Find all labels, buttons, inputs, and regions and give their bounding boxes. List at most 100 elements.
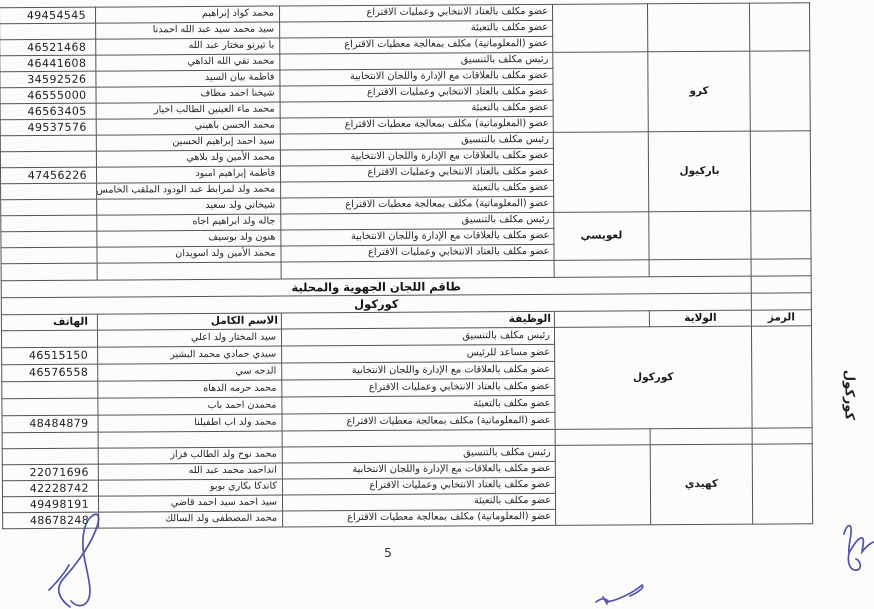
position-cell: عضو (المعلوماتية) مكلف بمعالجة معطيات ال… — [280, 116, 554, 135]
position-cell: عضو (المعلوماتية) مكلف بمعالجة معطيات ال… — [281, 412, 556, 432]
phone-cell — [2, 432, 99, 449]
region-b-cell — [648, 211, 752, 260]
name-cell: فاطمة إبراهيم امبود — [96, 166, 281, 184]
code-cell — [750, 210, 812, 260]
name-cell: با تيرنو مختار عبد الله — [95, 38, 280, 56]
region-b-cell — [649, 259, 752, 277]
region-b-cell — [650, 428, 753, 445]
name-cell: محمد الحسن باهيني — [96, 118, 281, 136]
region-b-cell: كرو — [647, 51, 751, 132]
phone-cell: 49498191 — [2, 496, 99, 513]
position-cell — [282, 429, 556, 448]
position-cell: رئيس مكلف بالتنسيق — [280, 212, 554, 231]
phone-cell — [1, 263, 98, 281]
code-cell — [750, 130, 811, 212]
position-cell: عضو مكلف بالتعبئة — [280, 180, 554, 199]
position-cell: عضو مكلف بالعتاد الانتخابي وعمليات الاقت… — [279, 84, 554, 103]
name-cell — [98, 431, 283, 449]
name-cell: محمدن احمد باب — [97, 397, 282, 416]
phone-cell: 48678248 — [2, 512, 99, 529]
scan-skew-wrapper: 49454545 محمد كواد إبراهيم عضو مكلف بالع… — [0, 2, 813, 529]
position-cell: عضو مكلف بالعلاقات مع الإدارة واللجان ال… — [279, 68, 553, 87]
region-a-cell — [552, 3, 648, 53]
position-cell: عضو مكلف بالعتاد الانتخابي وعمليات الاقت… — [282, 477, 556, 496]
code-cell — [749, 50, 811, 132]
header-phone: الهاتف — [1, 314, 98, 331]
phone-cell — [0, 183, 97, 200]
code-cell — [751, 258, 812, 277]
committees-table: 49454545 محمد كواد إبراهيم عضو مكلف بالع… — [0, 2, 813, 529]
name-cell: الدحه سي — [97, 363, 282, 382]
page-number: 5 — [384, 545, 392, 560]
name-cell: محمد كواد إبراهيم — [95, 6, 280, 24]
name-cell: سيد محمد سيد عبد الله احمدنا — [95, 22, 280, 40]
phone-cell — [1, 381, 98, 399]
name-cell: محمد المصطفى ولد السالك — [98, 511, 283, 529]
phone-cell: 49537576 — [0, 119, 97, 136]
header-full-name: الاسم الكامل — [97, 313, 282, 331]
position-cell: عضو مكلف بالعتاد الانتخابي وعمليات الاقت… — [280, 164, 554, 183]
phone-cell: 46515150 — [1, 347, 98, 365]
region-a-cell — [555, 444, 651, 526]
position-cell: عضو مكلف بالتعبئة — [280, 100, 554, 119]
position-cell: عضو مكلف بالعلاقات مع الإدارة واللجان ال… — [280, 228, 554, 247]
header-position: الوظيفة — [281, 311, 555, 330]
position-cell: رئيس مكلف بالتنسيق — [282, 445, 556, 464]
phone-cell: 46441608 — [0, 55, 96, 72]
position-cell: عضو مكلف بالتعبئة — [282, 493, 556, 512]
name-cell: شيخنا احمد مطاف — [95, 86, 281, 104]
name-cell: محمد الأمين ولد بلاهي — [96, 150, 281, 168]
phone-cell: 42228742 — [2, 480, 99, 497]
tick-ink — [595, 583, 644, 605]
position-cell: عضو مكلف بالعلاقات مع الإدارة واللجان ال… — [280, 148, 554, 167]
position-cell: عضو (المعلوماتية) مكلف بمعالجة معطيات ال… — [279, 36, 553, 55]
name-cell: سيد المختار ولد اعلي — [97, 329, 282, 348]
position-cell: رئيس مكلف بالتنسيق — [279, 52, 553, 71]
phone-cell — [0, 135, 97, 152]
code-cell — [751, 275, 812, 294]
initial-ink — [843, 524, 874, 571]
position-cell: عضو مكلف بالعلاقات مع الإدارة واللجان ال… — [282, 461, 556, 480]
phone-cell: 48484879 — [1, 415, 99, 433]
name-cell: جاله ولد ابراهيم اجاه — [96, 214, 281, 232]
phone-cell: 46576558 — [1, 364, 98, 382]
position-cell: عضو مكلف بالعتاد الانتخابي وعمليات الاقت… — [280, 244, 555, 263]
code-cell — [749, 2, 810, 52]
region-a-cell — [552, 51, 649, 133]
name-cell: محمد ماء العينين الطالب اخيار — [96, 102, 281, 120]
header-empty-cell — [554, 310, 650, 328]
position-cell: عضو مكلف بالتعبئة — [281, 395, 555, 415]
phone-cell: 46563405 — [0, 103, 97, 120]
code-cell — [751, 325, 813, 429]
phone-cell — [0, 23, 96, 40]
name-cell: فاطمة بيان السيد — [95, 70, 280, 88]
phone-cell — [0, 199, 97, 216]
region-cell: كوركول — [554, 326, 753, 430]
header-code: الرمز — [751, 309, 812, 327]
position-cell: عضو (المعلوماتية) مكلف بمعالجة معطيات ال… — [282, 509, 556, 528]
name-cell — [97, 262, 282, 281]
phone-cell — [1, 398, 98, 416]
name-cell: سيد احمد إبراهيم الحسين — [96, 134, 281, 152]
code-cell — [752, 443, 813, 525]
region-b-cell — [647, 3, 750, 52]
header-wilaya: الولاية — [649, 310, 752, 327]
phone-cell — [0, 151, 97, 168]
name-cell: سيدي حمادي محمد البشير — [97, 346, 282, 365]
region-a-cell: لعويسي — [553, 211, 650, 261]
name-cell: محمد ولد اب اطفيلنا — [97, 414, 283, 433]
phone-cell: 46521468 — [0, 39, 96, 56]
phone-cell: 34592526 — [0, 71, 96, 88]
phone-cell: 22071696 — [2, 464, 99, 481]
name-cell: محمد تقي الله الداهي — [95, 54, 280, 72]
position-cell: عضو مكلف بالعلاقات مع الإدارة واللجان ال… — [281, 361, 555, 381]
phone-cell — [1, 330, 98, 348]
position-cell: عضو مكلف بالعتاد الانتخابي وعمليات الاقت… — [281, 378, 555, 398]
name-cell: سيد احمد سيد احمد قاضي — [98, 495, 283, 513]
position-cell — [281, 260, 555, 280]
name-cell: هنون ولد بوسيف — [96, 230, 281, 248]
position-cell: رئيس مكلف بالتنسيق — [281, 327, 555, 347]
region-a-cell — [553, 131, 649, 213]
region-a-cell — [555, 428, 651, 446]
